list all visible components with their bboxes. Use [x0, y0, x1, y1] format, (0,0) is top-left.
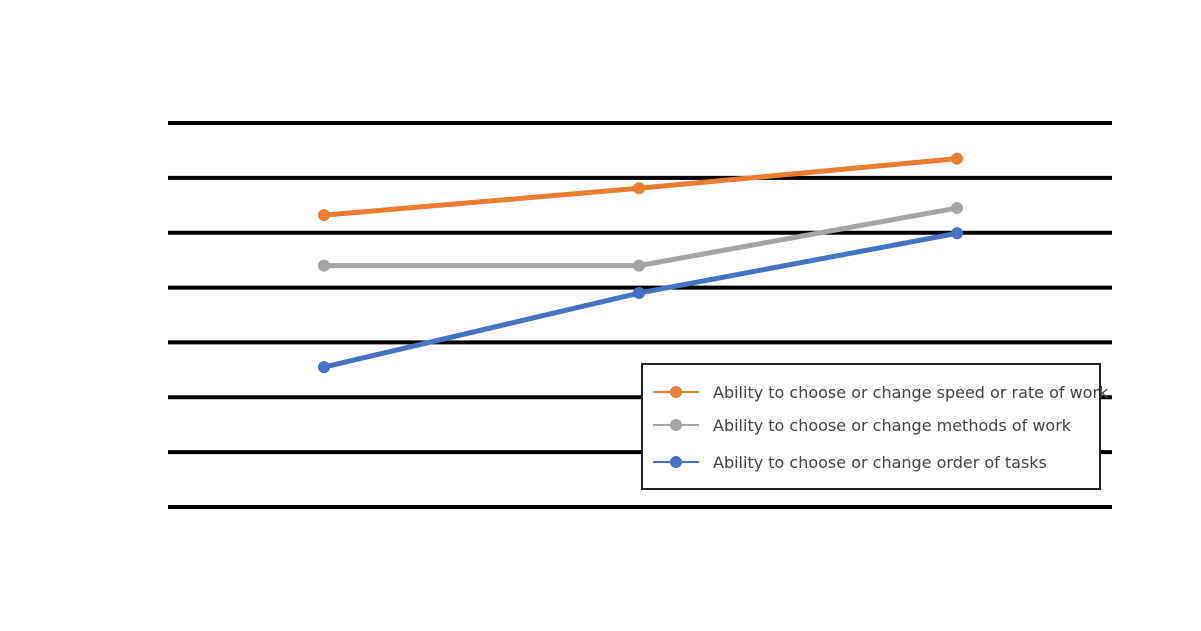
legend-item-methods: Ability to choose or change methods of w… [653, 413, 1071, 437]
legend-label-speed: Ability to choose or change speed or rat… [713, 382, 1109, 402]
legend-label-methods: Ability to choose or change methods of w… [713, 415, 1072, 435]
series-line-2 [321, 230, 960, 370]
series-line-1 [321, 205, 960, 269]
data-point [318, 361, 330, 374]
legend-dot-methods [670, 419, 682, 431]
legend-dot-speed [670, 386, 682, 398]
data-point [951, 202, 963, 215]
y-axis-title [84, 168, 104, 462]
series-layer [318, 152, 963, 374]
legend-swatch-order [653, 456, 699, 468]
legend: Ability to choose or change speed or rat… [641, 363, 1108, 490]
legend-swatch-speed [653, 386, 699, 398]
legend-dot-order [670, 456, 682, 468]
data-point [633, 182, 645, 195]
data-point [318, 209, 330, 222]
data-point [633, 259, 645, 272]
legend-swatch-methods [653, 419, 699, 431]
data-point [633, 287, 645, 300]
data-point [951, 152, 963, 165]
data-point [951, 227, 963, 240]
legend-item-order: Ability to choose or change order of tas… [653, 450, 1047, 474]
legend-item-speed: Ability to choose or change speed or rat… [653, 380, 1108, 404]
data-point [318, 259, 330, 272]
legend-label-order: Ability to choose or change order of tas… [713, 452, 1047, 472]
